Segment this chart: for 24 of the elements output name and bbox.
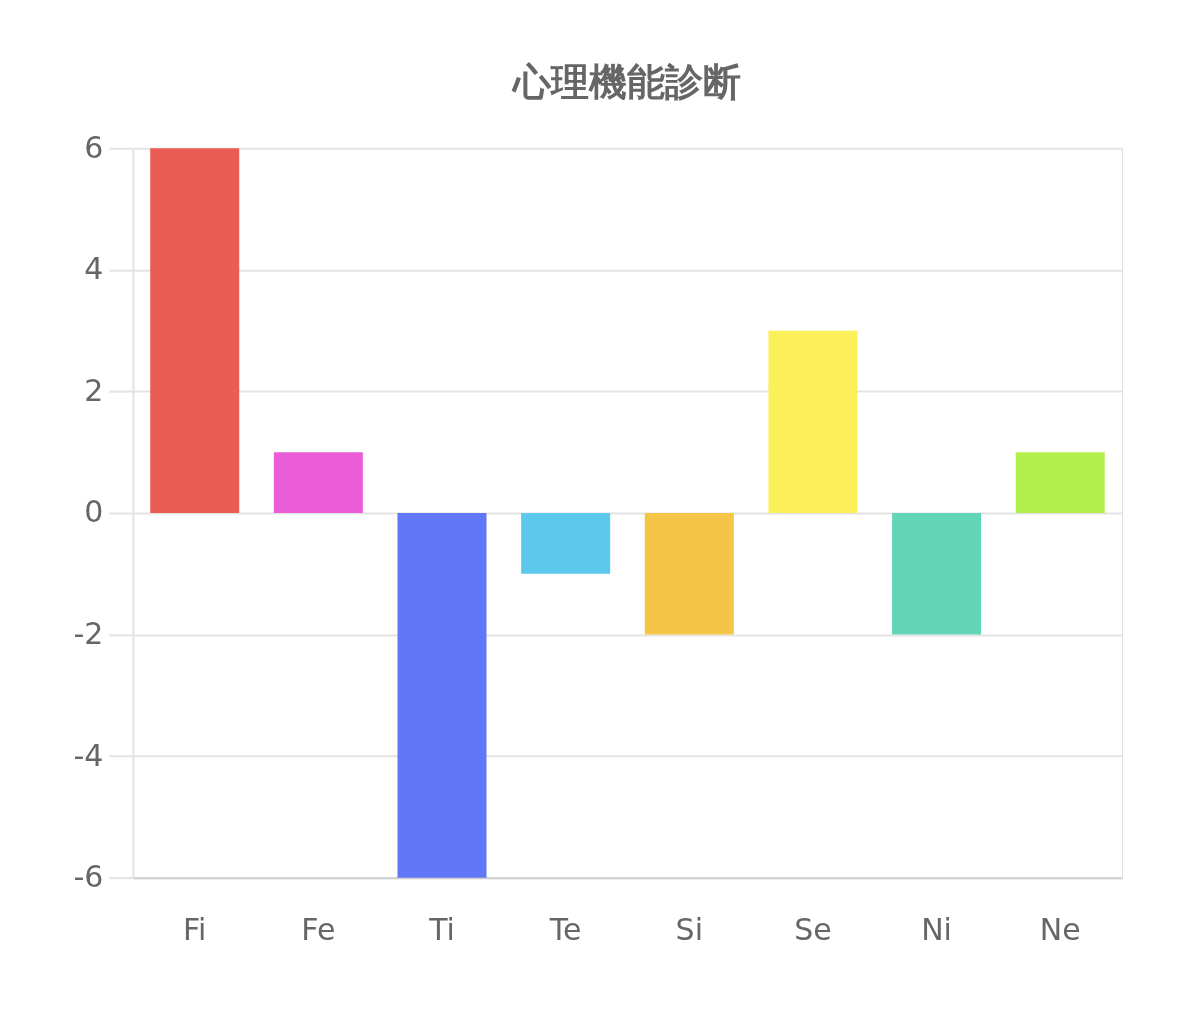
x-tick-label: Si bbox=[675, 912, 703, 948]
x-tick-label: Ne bbox=[1039, 912, 1081, 948]
y-tick-label: -2 bbox=[73, 616, 104, 652]
y-tick-label: 4 bbox=[84, 251, 104, 287]
chart-title: 心理機能診断 bbox=[511, 60, 742, 105]
y-tick-label: 6 bbox=[84, 129, 104, 165]
y-tick-label: -4 bbox=[73, 737, 104, 773]
x-tick-label: Se bbox=[794, 912, 832, 948]
bar bbox=[397, 513, 487, 878]
bar bbox=[892, 513, 982, 635]
y-tick-label: -6 bbox=[73, 859, 104, 895]
x-tick-label: Fi bbox=[183, 912, 207, 948]
bar bbox=[644, 513, 734, 635]
bar bbox=[150, 148, 240, 513]
x-tick-label: Ti bbox=[428, 912, 455, 948]
bar bbox=[273, 452, 363, 513]
x-tick-label: Ni bbox=[921, 912, 952, 948]
y-tick-label: 2 bbox=[84, 372, 104, 408]
bar bbox=[1015, 452, 1105, 513]
x-tick-label: Fe bbox=[301, 912, 336, 948]
x-tick-label: Te bbox=[548, 912, 582, 948]
y-tick-label: 0 bbox=[84, 494, 104, 530]
bar bbox=[768, 330, 858, 513]
bar bbox=[521, 513, 611, 574]
